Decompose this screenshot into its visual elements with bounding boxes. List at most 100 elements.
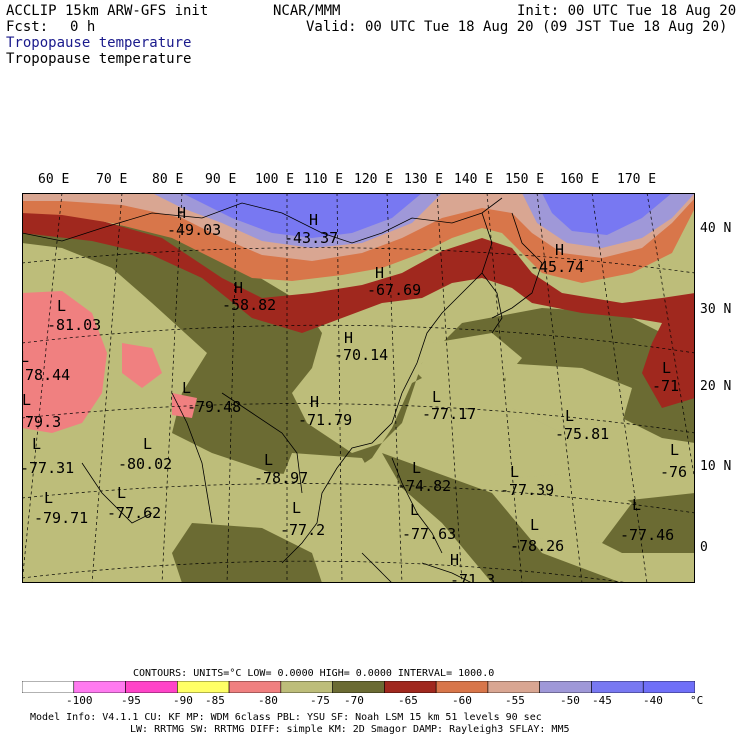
extremum-value: -76 [660, 463, 687, 481]
colorbar-unit: °C [690, 694, 704, 707]
colorbar-swatch [73, 681, 126, 693]
extremum-value: -80.02 [118, 455, 172, 473]
extremum-mark: L [412, 459, 421, 477]
extremum-mark: L [292, 499, 301, 517]
lat-label: 10 N [700, 459, 732, 474]
lon-label: 140 E [454, 172, 494, 187]
lon-label: 120 E [354, 172, 394, 187]
colorbar-swatch [125, 681, 178, 693]
extremum-value: -58.82 [222, 296, 276, 314]
field-band-salmon [122, 343, 162, 388]
extremum-mark: H [310, 393, 319, 411]
extremum-mark: L [44, 489, 53, 507]
field-band-blue [182, 193, 422, 238]
colorbar-swatch [280, 681, 333, 693]
fcst-value: 0 h [70, 19, 96, 35]
field-band-dark-olive [382, 453, 622, 583]
extremum-mark: H [375, 264, 384, 282]
colorbar-swatch [435, 681, 489, 693]
extremum-value: -78.97 [254, 469, 308, 487]
field-band-salmon [172, 393, 197, 418]
extremum-mark: L [57, 297, 66, 315]
extremum-mark: L [432, 388, 441, 406]
lat-label: 0 [700, 540, 708, 555]
colorbar-tick-label: -85 [205, 694, 225, 707]
lon-label: 110 E [304, 172, 344, 187]
extremum-mark: L [182, 379, 191, 397]
lon-label: 80 E [152, 172, 184, 187]
extremum-mark: L [22, 348, 29, 366]
extremum-value: -75.81 [555, 425, 609, 443]
lon-label: 170 E [617, 172, 657, 187]
extremum-value: -77.63 [402, 525, 456, 543]
extremum-mark: H [309, 211, 318, 229]
extremum-value: -77.31 [22, 459, 74, 477]
extremum-value: -78.26 [510, 537, 564, 555]
field-band-salmon [22, 291, 107, 433]
lon-label: 90 E [205, 172, 237, 187]
extremum-mark: L [32, 435, 41, 453]
colorbar [22, 681, 695, 693]
colorbar-tick-label: -40 [643, 694, 663, 707]
extremum-value: -79.48 [187, 398, 241, 416]
extremum-mark: L [264, 451, 273, 469]
model-info-line-1: Model Info: V4.1.1 CU: KF MP: WDM 6class… [30, 712, 542, 723]
field-band-dark-red [22, 208, 695, 408]
org-label: NCAR/MMM [273, 3, 341, 19]
field-band-light-olive [512, 473, 632, 543]
model-title: ACCLIP 15km ARW-GFS init [6, 3, 209, 19]
lon-label: 60 E [38, 172, 70, 187]
extremum-mark: H [450, 551, 459, 569]
extremum-value: -78.44 [22, 366, 70, 384]
lon-label: 70 E [96, 172, 128, 187]
extremum-mark: H [234, 279, 243, 297]
colorbar-swatch [22, 681, 75, 693]
extremum-mark: L [565, 407, 574, 425]
extremum-mark: L [117, 484, 126, 502]
map-frame [22, 193, 695, 583]
extremum-mark: L [632, 496, 641, 514]
extremum-mark: H [177, 204, 186, 222]
valid-time: Valid: 00 UTC Tue 18 Aug 20 (09 JST Tue … [306, 19, 728, 35]
model-info-line-2: LW: RRTMG SW: RRTMG DIFF: simple KM: 2D … [130, 724, 570, 735]
colorbar-tick-label: -55 [505, 694, 525, 707]
extremum-mark: L [510, 463, 519, 481]
extremum-mark: L [410, 501, 419, 519]
fcst-label: Fcst: [6, 19, 49, 35]
extremum-value: -77.39 [500, 481, 554, 499]
colorbar-tick-label: -50 [560, 694, 580, 707]
extremum-mark: L [530, 516, 539, 534]
extremum-value: -79.71 [34, 509, 88, 527]
colorbar-swatch [228, 681, 282, 693]
extremum-value: -71 [652, 377, 679, 395]
lat-label: 40 N [700, 221, 732, 236]
extremum-mark: H [555, 241, 564, 259]
lon-label: 130 E [404, 172, 444, 187]
field-title-1: Tropopause temperature [6, 35, 192, 51]
extremum-mark: L [670, 441, 679, 459]
extremum-value: -45.74 [530, 258, 584, 276]
colorbar-swatch [642, 681, 695, 693]
extremum-mark: L [662, 359, 671, 377]
lat-label: 30 N [700, 302, 732, 317]
colorbar-tick-label: -80 [258, 694, 278, 707]
colorbar-tick-label: -100 [66, 694, 93, 707]
contours-info: CONTOURS: UNITS=°C LOW= 0.0000 HIGH= 0.0… [133, 668, 495, 679]
extremum-value: -77.2 [280, 521, 325, 539]
colorbar-swatch [332, 681, 385, 693]
extremum-mark: L [143, 435, 152, 453]
extremum-value: -71.3 [450, 571, 495, 583]
extremum-value: -71.79 [298, 411, 352, 429]
init-time: Init: 00 UTC Tue 18 Aug 20 [517, 3, 737, 19]
tropopause-temperature-map: H -49.03 H -43.37 H -45.74 H -58.82 H -6… [22, 193, 695, 583]
colorbar-swatch [539, 681, 592, 693]
field-band-dark-olive [172, 523, 322, 583]
extremum-value: -67.69 [367, 281, 421, 299]
extremum-value: -77.46 [620, 526, 674, 544]
extremum-mark: H [344, 329, 353, 347]
colorbar-tick-label: -60 [452, 694, 472, 707]
colorbar-tick-label: -70 [344, 694, 364, 707]
colorbar-swatch [384, 681, 437, 693]
colorbar-swatch [177, 681, 230, 693]
colorbar-tick-label: -90 [173, 694, 193, 707]
